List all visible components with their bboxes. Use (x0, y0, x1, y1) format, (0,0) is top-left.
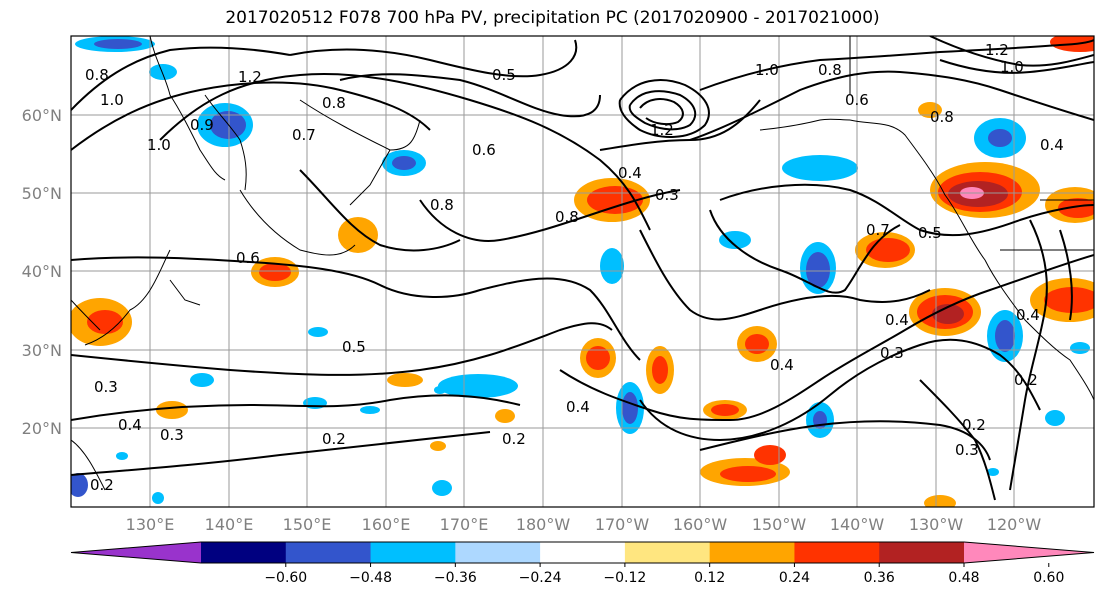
contour-label: 1.2 (650, 121, 674, 139)
colorbar-tick-label: 0.36 (864, 570, 895, 586)
colorbar-outline (70, 541, 1095, 564)
colorbar-tick-label: 0.12 (694, 570, 725, 586)
colorbar-segment (455, 542, 541, 563)
colorbar-tick-label: −0.24 (519, 570, 562, 586)
contour-label: 0.9 (190, 116, 214, 134)
contour-label: 0.4 (770, 356, 794, 374)
contour-label: 0.8 (85, 66, 109, 84)
contour-labels: 0.8 1.0 1.2 1.0 0.9 0.8 0.7 0.6 0.5 0.4 … (85, 41, 1064, 494)
latitude-labels: 60°N 50°N 40°N 30°N 20°N (22, 106, 62, 438)
lon-label: 140°E (205, 515, 254, 534)
colorbar-segment (794, 542, 880, 563)
contour-label: 0.4 (566, 398, 590, 416)
contour-label: 0.5 (918, 224, 942, 242)
lat-label: 60°N (22, 106, 62, 125)
colorbar-segment (201, 542, 287, 563)
contour-label: 1.0 (147, 136, 171, 154)
lon-label: 160°E (362, 515, 411, 534)
lon-label: 160°W (673, 515, 728, 534)
coastlines (71, 36, 1094, 491)
colorbar-segment (879, 542, 965, 563)
contour-label: 0.6 (845, 91, 869, 109)
map-title: 2017020512 F078 700 hPa PV, precipitatio… (225, 8, 880, 28)
lon-label: 150°E (283, 515, 332, 534)
contour-label: 0.7 (292, 126, 316, 144)
lon-label: 170°W (595, 515, 650, 534)
contour-label: 0.4 (1040, 136, 1064, 154)
map-frame (70, 35, 1095, 508)
contour-label: 0.6 (236, 249, 260, 267)
colorbar-segment (709, 542, 795, 563)
contour-label: 0.8 (322, 94, 346, 112)
colorbar-segment (540, 542, 626, 563)
contour-label: 0.7 (866, 221, 890, 239)
contour-label: 0.2 (90, 476, 114, 494)
contour-label: 0.4 (885, 311, 909, 329)
contour-label: 0.8 (818, 61, 842, 79)
contour-label: 0.6 (472, 141, 496, 159)
contour-label: 0.3 (955, 441, 979, 459)
contour-label: 0.5 (492, 66, 516, 84)
contour-label: 0.3 (94, 378, 118, 396)
colorbar-segment (285, 542, 372, 563)
lon-label: 150°W (752, 515, 807, 534)
lon-label: 140°W (830, 515, 885, 534)
precip-shading (71, 36, 1094, 507)
lat-label: 50°N (22, 184, 62, 203)
lat-label: 30°N (22, 341, 62, 360)
contour-label: 1.0 (755, 61, 779, 79)
lat-label: 40°N (22, 262, 62, 281)
longitude-labels: 130°E 140°E 150°E 160°E 170°E 180°W 170°… (126, 515, 1042, 534)
lon-label: 130°W (909, 515, 964, 534)
lon-label: 130°E (126, 515, 175, 534)
colorbar-tick-label: −0.48 (349, 570, 392, 586)
colorbar: −0.60 −0.48 −0.36 −0.24 −0.12 0.12 0.24 0.36 0.4… (70, 541, 1095, 586)
colorbar-tick-label: −0.12 (603, 570, 646, 586)
colorbar-segment (370, 542, 456, 563)
contour-label: 0.8 (555, 208, 579, 226)
contour-label: 0.5 (342, 338, 366, 356)
contour-label: 0.2 (1014, 371, 1038, 389)
lon-label: 170°E (440, 515, 489, 534)
colorbar-extend-min (71, 542, 201, 563)
lat-label: 20°N (22, 419, 62, 438)
contour-label: 0.3 (655, 186, 679, 204)
contour-label: 0.8 (930, 108, 954, 126)
pv-contours (71, 36, 1094, 501)
contour-label: 1.2 (985, 41, 1009, 59)
colorbar-tick-label: −0.60 (264, 570, 307, 586)
colorbar-tick-label: 0.48 (948, 570, 979, 586)
lon-label: 120°W (987, 515, 1042, 534)
contour-label: 0.2 (962, 416, 986, 434)
contour-label: 0.4 (618, 164, 642, 182)
contour-label: 0.3 (880, 344, 904, 362)
contour-label: 0.2 (322, 430, 346, 448)
colorbar-tick-label: −0.36 (434, 570, 477, 586)
contour-label: 1.0 (100, 91, 124, 109)
contour-label: 0.4 (118, 416, 142, 434)
colorbar-tick-label: 0.60 (1033, 570, 1064, 586)
contour-label: 0.2 (502, 430, 526, 448)
contour-label: 1.2 (238, 68, 262, 86)
contour-label: 0.3 (160, 426, 184, 444)
contour-label: 0.4 (1016, 306, 1040, 324)
colorbar-extend-max (964, 542, 1094, 563)
contour-label: 0.8 (430, 196, 454, 214)
contour-label: 1.0 (1000, 58, 1024, 76)
lon-label: 180°W (516, 515, 571, 534)
colorbar-segment (624, 542, 711, 563)
colorbar-tick-label: 0.24 (779, 570, 810, 586)
